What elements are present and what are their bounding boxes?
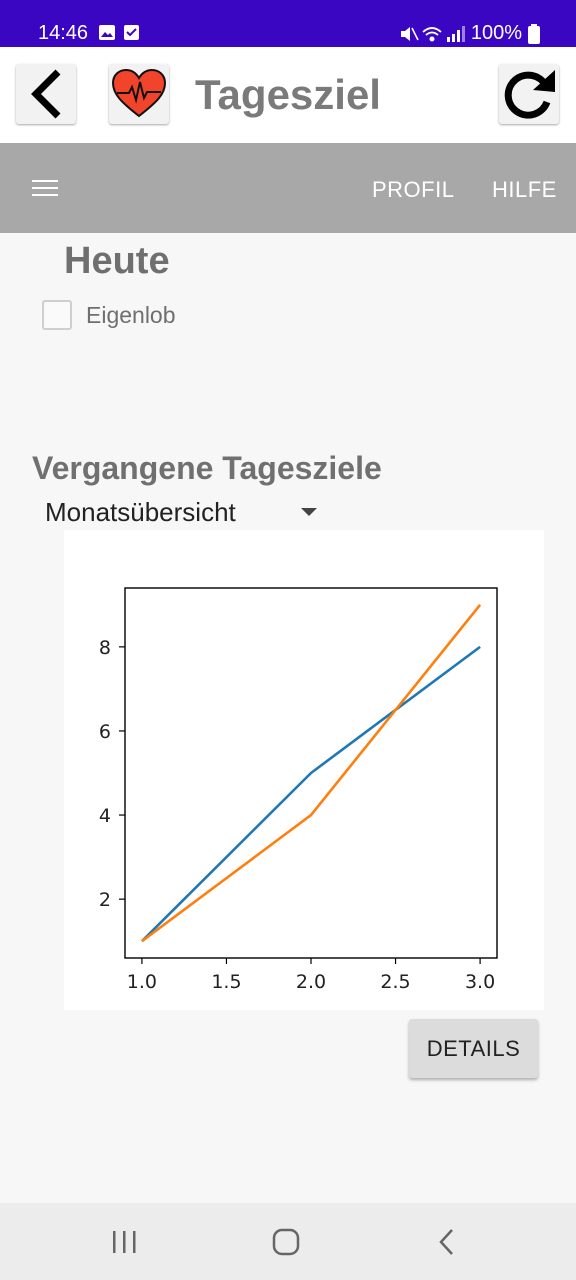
image-notification-icon	[99, 25, 115, 40]
hamburger-icon[interactable]	[32, 180, 58, 198]
series-line-1	[141, 604, 482, 943]
back-icon[interactable]	[428, 1225, 468, 1259]
y-tick-label-1: 4	[99, 805, 111, 827]
today-heading: Heute	[64, 240, 170, 282]
battery-icon	[528, 23, 540, 44]
x-tick-label-1: 1.5	[211, 971, 241, 993]
chevron-down-icon[interactable]	[301, 508, 317, 516]
refresh-icon	[504, 70, 555, 119]
battery-percent: 100%	[470, 22, 522, 44]
page-title: Tagesziel	[195, 71, 381, 118]
goal-chart: 1.0 1.5 2.0 2.5 3.0 2 4 6 8	[99, 587, 498, 993]
refresh-button[interactable]	[499, 64, 559, 124]
heart-ecg-icon	[111, 68, 167, 118]
signal-icons	[400, 25, 465, 42]
y-tick-label-3: 8	[99, 637, 111, 659]
app-header: Tagesziel	[0, 47, 576, 143]
back-arrow-icon	[31, 69, 61, 119]
details-button[interactable]: DETAILS	[409, 1019, 538, 1078]
eigenlob-checkbox[interactable]	[42, 300, 72, 330]
menu-item-hilfe[interactable]: HILFE	[492, 177, 557, 202]
toolbar: PROFIL HILFE	[0, 143, 576, 233]
eigenlob-label[interactable]: Eigenlob	[86, 301, 176, 328]
logo-button[interactable]	[109, 64, 169, 124]
notification-icons	[98, 24, 146, 47]
period-dropdown[interactable]: Monatsübersicht	[45, 495, 335, 529]
series-line-0	[140, 645, 481, 943]
wifi-icon	[422, 26, 442, 41]
eigenlob-checkbox-row[interactable]: Eigenlob	[42, 300, 176, 330]
menu-item-profil[interactable]: PROFIL	[372, 177, 455, 202]
x-tick-label-3: 2.5	[380, 971, 410, 993]
y-tick-label-0: 2	[99, 889, 111, 911]
home-icon[interactable]	[266, 1225, 306, 1259]
recent-apps-icon[interactable]	[104, 1225, 144, 1259]
x-tick-label-0: 1.0	[127, 971, 157, 993]
status-right: 100%	[399, 22, 540, 45]
dropdown-value[interactable]: Monatsübersicht	[45, 496, 236, 527]
mute-icon	[400, 26, 419, 41]
x-tick-label-2: 2.0	[296, 971, 326, 993]
status-time: 14:46	[38, 22, 89, 44]
chart-card: 1.0 1.5 2.0 2.5 3.0 2 4 6 8	[64, 530, 544, 1010]
past-goals-heading: Vergangene Tagesziele	[32, 450, 382, 486]
cell-signal-icon	[446, 25, 465, 42]
y-tick-label-2: 6	[99, 721, 111, 743]
check-notification-icon	[124, 25, 139, 40]
x-tick-label-4: 3.0	[465, 971, 495, 993]
back-button[interactable]	[16, 64, 76, 124]
system-nav-bar	[0, 1203, 576, 1280]
status-bar: 14:46	[0, 0, 576, 47]
